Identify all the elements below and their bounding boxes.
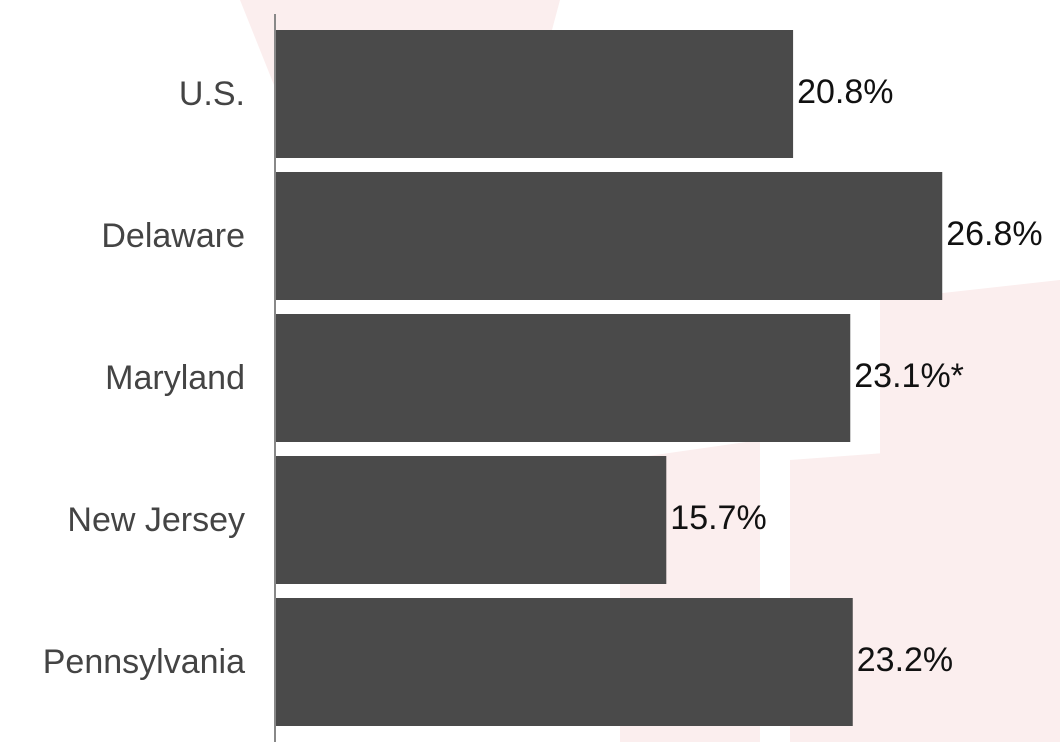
bar [276, 598, 853, 726]
bar [276, 456, 667, 584]
category-label: New Jersey [67, 501, 245, 539]
bar [276, 30, 794, 158]
category-label: Delaware [101, 217, 245, 255]
value-label: 23.2% [857, 641, 953, 679]
value-label: 23.1%* [854, 357, 964, 395]
category-label: Maryland [105, 359, 245, 397]
value-label: 20.8% [797, 73, 893, 111]
value-label: 26.8% [946, 215, 1042, 253]
bar [276, 314, 851, 442]
category-label: U.S. [179, 75, 245, 113]
bar [276, 172, 943, 300]
category-label: Pennsylvania [43, 643, 245, 681]
value-label: 15.7% [670, 499, 766, 537]
